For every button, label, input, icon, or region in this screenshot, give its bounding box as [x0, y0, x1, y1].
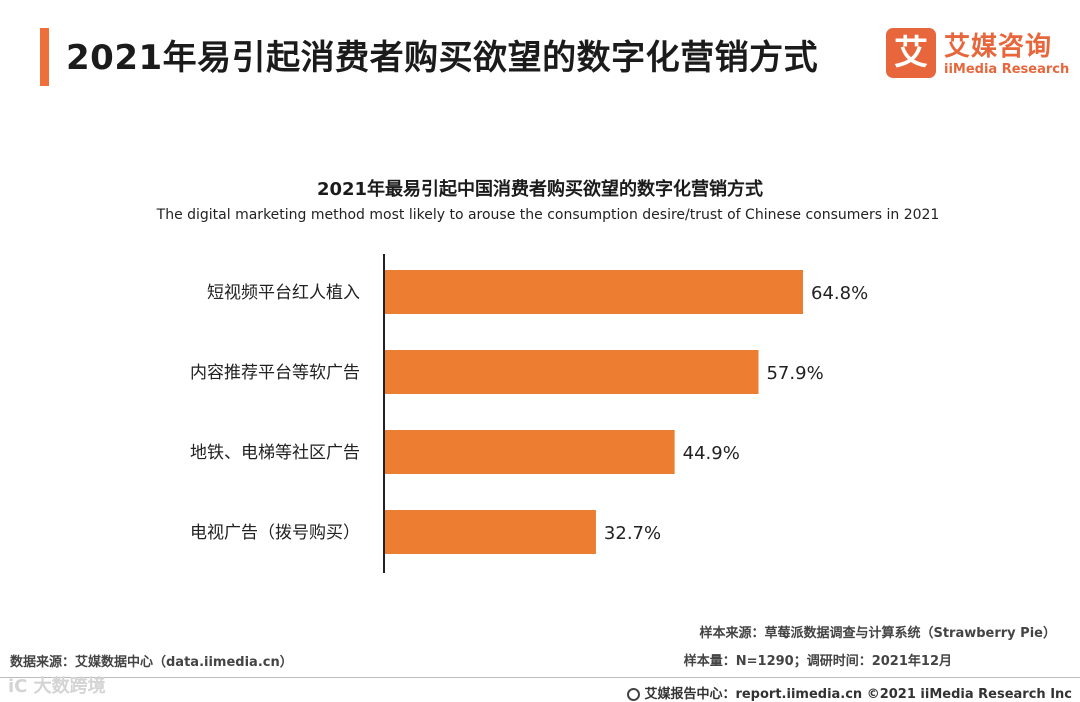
page-title: 2021年易引起消费者购买欲望的数字化营销方式 [66, 38, 819, 78]
data-label: 44.9% [683, 443, 740, 464]
data-label: 64.8% [811, 283, 868, 304]
chart-subtitle: The digital marketing method most likely… [156, 207, 940, 223]
category-label: 电视广告（拨号购买） [190, 523, 360, 543]
iimedia-logo: 艾 艾媒咨询 iiMedia Research [886, 28, 1069, 82]
bar [385, 510, 596, 554]
title-accent-bar [40, 28, 49, 86]
report-center-text: 艾媒报告中心：report.iimedia.cn ©2021 iiMedia R… [644, 687, 1072, 702]
sample-size: 样本量：N=1290；调研时间：2021年12月 [683, 654, 952, 669]
data-label: 32.7% [604, 523, 661, 544]
logo-mark-icon: 艾 [886, 28, 936, 78]
globe-icon [627, 688, 641, 701]
category-label: 短视频平台红人植入 [207, 283, 360, 303]
bar [385, 350, 759, 394]
data-source: 数据来源：艾媒数据中心（data.iimedia.cn） [10, 655, 293, 670]
category-label: 地铁、电梯等社区广告 [190, 443, 360, 463]
chart-title: 2021年最易引起中国消费者购买欲望的数字化营销方式 [316, 179, 764, 200]
category-label: 内容推荐平台等软广告 [190, 363, 360, 383]
footer-divider [0, 677, 1080, 678]
bar [385, 430, 675, 474]
sample-source: 样本来源：草莓派数据调查与计算系统（Strawberry Pie） [699, 626, 1056, 641]
data-label: 57.9% [766, 363, 823, 384]
logo-chinese-name: 艾媒咨询 [944, 32, 1053, 62]
watermark: iC 大数跨境 [8, 676, 106, 697]
bar [385, 270, 803, 314]
logo-english-name: iiMedia Research [944, 62, 1070, 77]
report-center: 艾媒报告中心：report.iimedia.cn ©2021 iiMedia R… [627, 683, 1072, 702]
